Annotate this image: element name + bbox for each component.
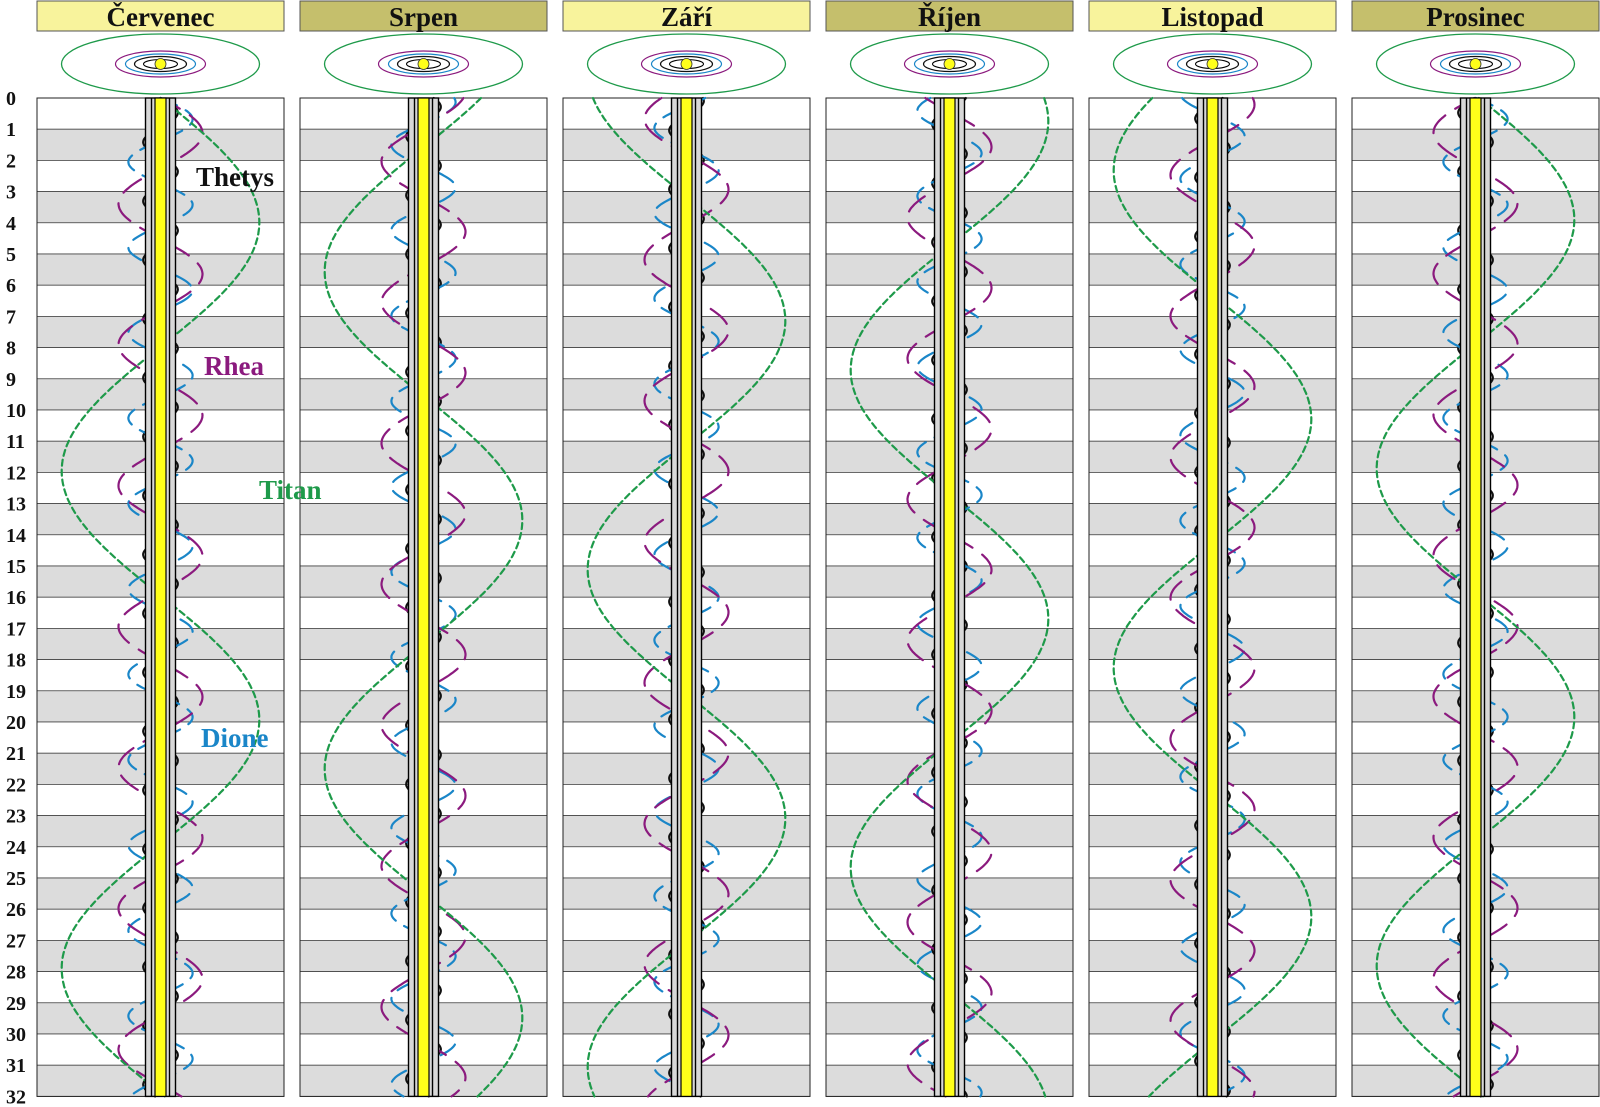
day-label-30: 30 [6, 1024, 26, 1046]
orbit-ring-thetys [133, 55, 188, 73]
month-header-label: Srpen [389, 2, 458, 32]
day-label-8: 8 [6, 338, 16, 360]
orbit-frame-ellipse [849, 33, 1050, 95]
saturn-band [943, 97, 956, 1098]
day-label-7: 7 [6, 306, 16, 328]
day-label-4: 4 [6, 213, 16, 235]
saturn-dot [417, 58, 430, 70]
orbit-ring-dione [124, 53, 197, 75]
moon-path-titan-5 [1375, 96, 1576, 1098]
moon-labels-layer: Thetys Rhea Titan Dione [196, 162, 322, 753]
orbit-ring-rhea [903, 50, 996, 78]
moon-path-rhea-4 [1169, 96, 1256, 1098]
orbit-frame-ellipse [323, 33, 524, 95]
day-label-11: 11 [6, 431, 25, 453]
orbit-ring-rhea [640, 50, 733, 78]
saturn-dot [154, 58, 167, 70]
moon-label-titan: Titan [259, 475, 322, 505]
day-label-0: 0 [6, 88, 16, 110]
month-header-label: Prosinec [1426, 2, 1524, 32]
moon-label-rhea: Rhea [204, 351, 264, 381]
day-label-15: 15 [6, 556, 26, 578]
orbit-ring-thetys [396, 55, 451, 73]
orbit-frame-ellipse [1375, 33, 1576, 95]
orbit-ring-dione [1439, 53, 1512, 75]
orbit-ring-rhea [1166, 50, 1259, 78]
month-header-label: Červenec [107, 2, 215, 32]
saturn-dot [680, 58, 693, 70]
orbit-ring-dione [913, 53, 986, 75]
orbit-ring-rhea [1429, 50, 1522, 78]
day-label-21: 21 [6, 743, 26, 765]
day-label-3: 3 [6, 182, 16, 204]
day-label-5: 5 [6, 244, 16, 266]
saturn-band [154, 97, 167, 1098]
day-label-24: 24 [6, 837, 26, 859]
day-label-10: 10 [6, 400, 26, 422]
saturn-dot [1206, 58, 1219, 70]
orbit-ring-thetys [1185, 55, 1240, 73]
month-header-label: Září [661, 2, 712, 32]
day-label-19: 19 [6, 681, 26, 703]
day-label-16: 16 [6, 587, 26, 609]
day-label-9: 9 [6, 369, 16, 391]
moon-label-thetys: Thetys [196, 162, 274, 192]
moon-path-dione-4 [1179, 96, 1246, 1098]
orbit-ring-thetys [922, 55, 977, 73]
day-label-31: 31 [6, 1055, 26, 1077]
orbit-ring-dione [387, 53, 460, 75]
day-label-17: 17 [6, 618, 26, 640]
day-label-13: 13 [6, 494, 26, 516]
saturn-dot [943, 58, 956, 70]
moon-path-rhea-3 [906, 96, 993, 1098]
month-header-box [1351, 0, 1600, 32]
day-label-25: 25 [6, 868, 26, 890]
orbit-ring-dione [1176, 53, 1249, 75]
day-label-23: 23 [6, 806, 26, 828]
moon-label-dione: Dione [201, 723, 269, 753]
day-label-20: 20 [6, 712, 26, 734]
saturn-band [417, 97, 430, 1098]
orbit-frame-ellipse [1112, 33, 1313, 95]
month-header-box [825, 0, 1074, 32]
moon-path-titan-2 [586, 96, 787, 1098]
month-header-label: Říjen [918, 2, 981, 32]
moon-path-rhea-0 [117, 96, 204, 1098]
day-label-27: 27 [6, 930, 26, 952]
day-label-14: 14 [6, 525, 26, 547]
saturn-band [1206, 97, 1219, 1098]
saturn-dot [1469, 58, 1482, 70]
orbit-ring-thetys [659, 55, 714, 73]
day-label-6: 6 [6, 275, 16, 297]
day-label-1: 1 [6, 119, 16, 141]
day-label-12: 12 [6, 462, 26, 484]
month-header-box [36, 0, 285, 32]
orbit-ring-thetys [1448, 55, 1503, 73]
moon-path-titan-4 [1112, 96, 1313, 1098]
moon-path-rhea-5 [1432, 96, 1519, 1098]
saturn-band [1469, 97, 1482, 1098]
moon-path-titan-0 [60, 96, 261, 1098]
day-label-26: 26 [6, 899, 26, 921]
day-label-2: 2 [6, 150, 16, 172]
day-label-32: 32 [6, 1086, 26, 1107]
day-label-22: 22 [6, 774, 26, 796]
saturn-band [680, 97, 693, 1098]
orbit-ring-rhea [377, 50, 470, 78]
month-header-box [1088, 0, 1337, 32]
orbit-ring-dione [650, 53, 723, 75]
day-label-18: 18 [6, 650, 26, 672]
month-header-box [299, 0, 548, 32]
planet-band-layer [144, 97, 1492, 1098]
month-header-box [562, 0, 811, 32]
month-header-label: Listopad [1161, 2, 1263, 32]
day-label-29: 29 [6, 993, 26, 1015]
orbit-frame-ellipse [586, 33, 787, 95]
moon-paths-layer [60, 96, 1576, 1098]
orbit-frame-ellipse [60, 33, 261, 95]
orbit-ring-rhea [114, 50, 207, 78]
day-label-28: 28 [6, 962, 26, 984]
moon-path-titan-1 [323, 96, 524, 1098]
